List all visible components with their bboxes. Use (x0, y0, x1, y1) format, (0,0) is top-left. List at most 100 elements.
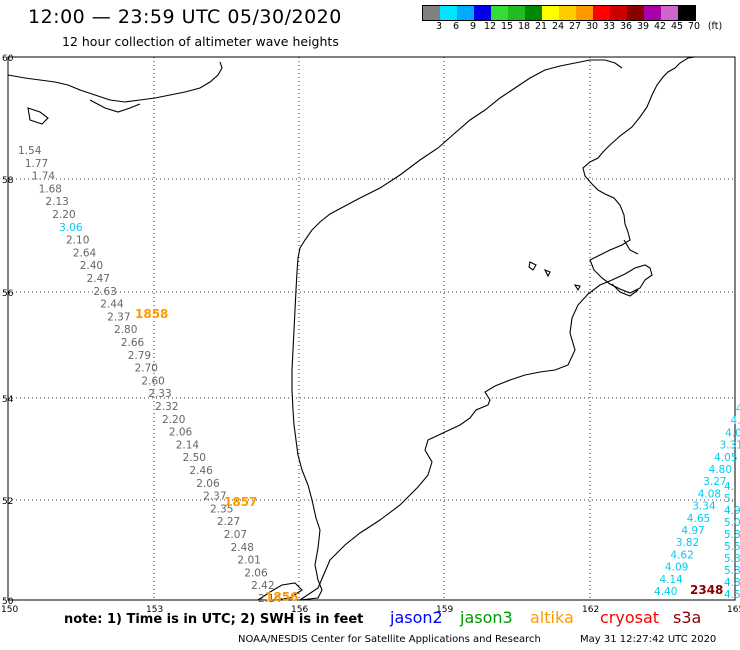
altika-time-label: 1857 (224, 495, 257, 509)
color-swatch (610, 6, 627, 20)
altika-value-label: 2.07 (224, 529, 247, 541)
page-title: 12:00 — 23:59 UTC 05/30/2020 (28, 6, 342, 28)
east-value-label: 3.31 (720, 440, 740, 452)
east-value-label: 4.05 (714, 452, 737, 464)
color-scale-label: 42 (653, 21, 667, 32)
small-island-1 (528, 261, 537, 271)
east-edge-value-label: 5. (724, 493, 734, 505)
color-scale-label: 21 (534, 21, 548, 32)
color-swatch (474, 6, 491, 20)
color-swatch (576, 6, 593, 20)
color-scale-label: 36 (619, 21, 633, 32)
altika-value-label: 2.37 (203, 491, 226, 503)
satellite-s3a-label: s3a (673, 608, 702, 627)
altika-value-label: 2.64 (73, 247, 97, 259)
color-scale-label: 3 (435, 21, 443, 32)
color-scale-label: (ft) (707, 21, 723, 32)
color-swatch (644, 6, 661, 20)
east-edge-value-label: 5.0 (724, 517, 740, 529)
altika-value-label: 2.14 (258, 593, 282, 605)
east-value-label: 4.80 (709, 464, 732, 476)
east-edge-value-label: 4. (724, 481, 734, 493)
page-subtitle: 12 hour collection of altimeter wave hei… (62, 34, 339, 49)
kronotsky-bay (611, 283, 639, 297)
east-edge-value-label: 4.9 (724, 505, 740, 517)
satellite-cryosat-label: cryosat (600, 608, 660, 627)
latitude-label: 50 (2, 597, 14, 607)
longitude-label: 156 (291, 605, 308, 615)
altika-value-label: 2.13 (45, 196, 68, 208)
latitude-label: 52 (2, 497, 13, 507)
kamchatka-coast (299, 56, 696, 601)
east-track: 4.404.144.094.623.824.974.653.344.083.27… (654, 403, 740, 601)
altika-value-label: 2.80 (114, 324, 137, 336)
footer-timestamp: May 31 12:27:42 UTC 2020 (580, 634, 717, 645)
latitude-labels: 60 58 56 54 52 50 (2, 54, 14, 607)
color-swatch (678, 6, 695, 20)
koni-peninsula (89, 99, 141, 113)
east-value-label: 4. (731, 415, 740, 427)
satellite-jason3-label: jason3 (460, 608, 513, 627)
color-scale-label: 45 (670, 21, 684, 32)
east-value-label: 4 (736, 403, 740, 415)
latitude-label: 54 (2, 395, 14, 405)
altika-time-label: 1858 (135, 307, 168, 321)
altika-value-label: 1.68 (39, 183, 62, 195)
altika-time-label: 1856 (265, 590, 298, 604)
altika-value-label: 2.14 (176, 439, 200, 451)
color-scale-label: 15 (500, 21, 514, 32)
color-swatch (627, 6, 644, 20)
east-edge-value-label: 5.8 (724, 565, 740, 577)
color-swatch (440, 6, 457, 20)
altika-value-label: 2.32 (155, 401, 178, 413)
color-scale-label: 33 (602, 21, 616, 32)
altika-value-label: 2.20 (52, 209, 75, 221)
east-value-label: 3.27 (703, 476, 726, 488)
east-value-label: 4.14 (659, 574, 683, 586)
east-value-label: 4.62 (670, 549, 693, 561)
altika-value-label: 2.01 (237, 555, 260, 567)
east-value-label: 4.65 (687, 513, 710, 525)
east-value-label: 3.82 (676, 537, 699, 549)
color-scale-labels: 3 6 9 12 15 18 21 24 27 30 33 36 39 42 45 70 (ft) (422, 21, 740, 35)
altika-value-label: 2.44 (100, 299, 124, 311)
altika-track: 1.541.771.741.682.132.203.062.102.642.40… (18, 145, 298, 605)
color-scale-label: 70 (687, 21, 701, 32)
longitude-label: 162 (582, 605, 599, 615)
color-swatch (423, 6, 440, 20)
longitude-label: 165 (727, 605, 740, 615)
east-edge-value-label: 5.8 (724, 529, 740, 541)
altika-value-label: 2.06 (244, 567, 268, 579)
satellite-jason2-label: jason2 (390, 608, 443, 627)
altika-value-label: 2.06 (196, 478, 220, 490)
altika-value-label: 2.48 (231, 542, 254, 554)
east-value-label: 4.0 (725, 427, 740, 439)
altika-value-label: 3.06 (59, 222, 83, 234)
altika-value-label: 2.50 (183, 452, 206, 464)
east-value-label: 4.08 (698, 488, 721, 500)
shantar-islands (27, 107, 49, 125)
altika-value-label: 2.20 (162, 414, 185, 426)
note-text: note: 1) Time is in UTC; 2) SWH is in fe… (64, 612, 364, 627)
east-value-label: 4.09 (665, 562, 688, 574)
color-swatch (508, 6, 525, 20)
footer-credit: NOAA/NESDIS Center for Satellite Applica… (238, 634, 541, 645)
altika-value-label: 2.79 (128, 350, 151, 362)
altika-value-label: 2.47 (87, 273, 110, 285)
color-swatch (525, 6, 542, 20)
longitude-label: 153 (146, 605, 163, 615)
color-swatch (457, 6, 474, 20)
altika-value-label: 2.63 (93, 286, 116, 298)
satellite-altika-label: altika (530, 608, 574, 627)
altika-value-label: 2.10 (66, 235, 89, 247)
altika-value-label: 2.06 (169, 427, 193, 439)
map-frame (7, 56, 736, 601)
longitude-label: 159 (436, 605, 453, 615)
color-scale-label: 9 (469, 21, 477, 32)
altika-value-label: 2.37 (107, 311, 130, 323)
color-scale-label: 27 (568, 21, 582, 32)
latitude-label: 60 (2, 54, 14, 64)
east-value-label: 3.34 (692, 501, 716, 513)
east-time-label: 2348 (690, 583, 723, 597)
